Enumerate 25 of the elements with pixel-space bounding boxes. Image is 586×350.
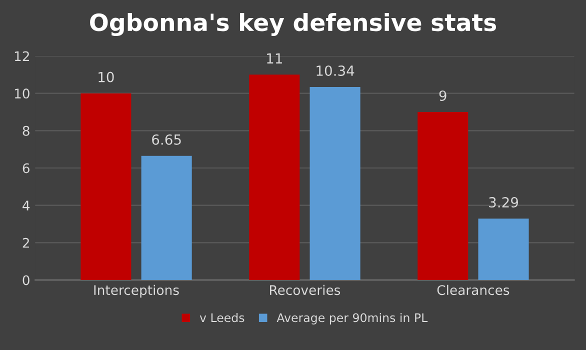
y-tick-label: 4 xyxy=(22,200,30,210)
x-tick-label: Clearances xyxy=(437,284,510,296)
bar xyxy=(249,74,300,280)
chart-title: Ogbonna's key defensive stats xyxy=(90,12,496,36)
y-tick-label: 10 xyxy=(14,88,30,99)
legend-label: Average per 90mins in PL xyxy=(276,313,428,324)
y-tick-label: 2 xyxy=(22,238,29,248)
bar xyxy=(478,218,529,280)
bar xyxy=(141,156,192,280)
y-tick-label: 0 xyxy=(22,275,30,286)
y-tick-label: 12 xyxy=(14,51,29,62)
bar xyxy=(80,93,132,280)
bar xyxy=(310,86,360,280)
legend-label: v Leeds xyxy=(200,313,244,322)
x-tick-label: Recoveries xyxy=(270,284,340,296)
y-tick-label: 6 xyxy=(22,163,30,174)
data-label: 10.34 xyxy=(316,65,354,76)
x-tick-label: Interceptions xyxy=(94,284,179,298)
bar xyxy=(418,112,468,280)
data-label: 3.29 xyxy=(489,197,518,208)
data-label: 9 xyxy=(439,90,446,101)
data-label: 10 xyxy=(98,72,114,82)
data-label: 6.65 xyxy=(152,134,181,145)
data-label: 11 xyxy=(267,53,282,64)
y-tick-label: 8 xyxy=(22,126,30,136)
